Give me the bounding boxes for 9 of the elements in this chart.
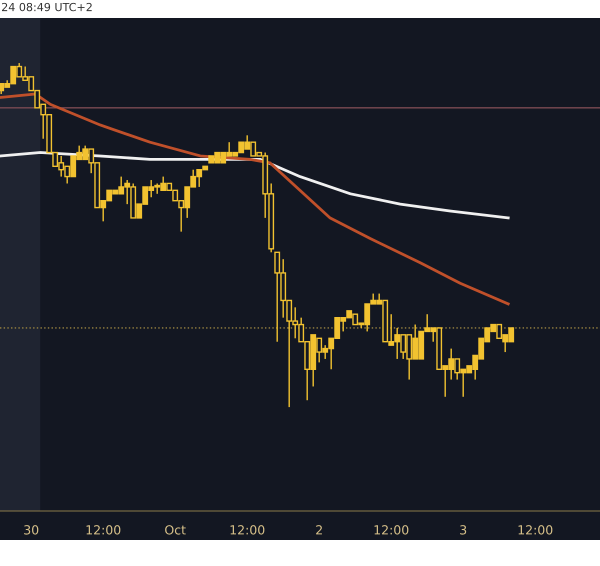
x-tick-label: Oct [165,525,186,535]
text: 24 08:49 UTC+2 [2,2,92,12]
x-tick-label: 30 [24,525,38,535]
x-tick-label: 12:00 [374,525,408,535]
x-tick-label: 12:00 [230,525,264,535]
x-tick-label: 12:00 [518,525,552,535]
x-tick-label: 2 [316,525,322,534]
x-tick-label: 12:00 [86,525,120,535]
x-tick-label: 3 [460,525,466,535]
